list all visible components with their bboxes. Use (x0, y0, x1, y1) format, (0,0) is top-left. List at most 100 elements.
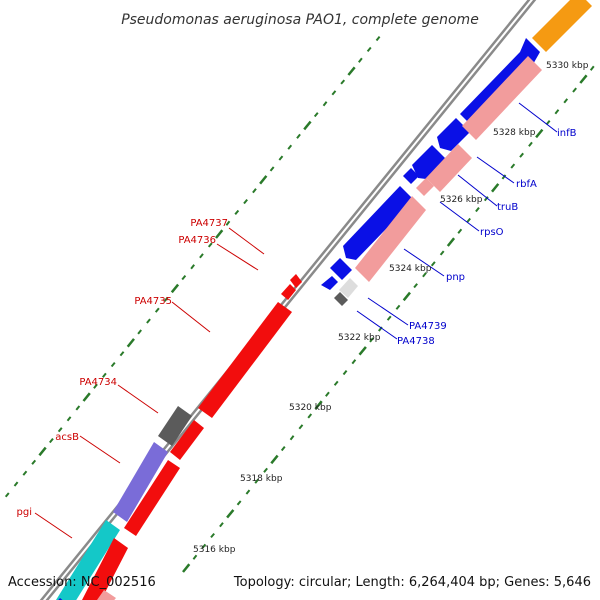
minor-tick-dot (563, 98, 569, 104)
gene-label-PA4736[interactable]: PA4736 (178, 235, 216, 246)
gene-red-bottom[interactable] (82, 538, 128, 600)
gene-red-inner[interactable] (170, 420, 204, 460)
gene-label-PA4739[interactable]: PA4739 (409, 321, 447, 332)
minor-tick-dot (325, 391, 330, 397)
gene-pink-3[interactable] (416, 178, 434, 196)
minor-tick-dot (422, 272, 427, 278)
minor-tick-dot (287, 144, 293, 150)
gene-label-pnp[interactable]: pnp (446, 272, 465, 283)
accession-text: Accession: NC_002516 (8, 575, 156, 590)
gene-label-PA4735[interactable]: PA4735 (134, 296, 172, 307)
gene-pnp[interactable] (343, 186, 414, 260)
minor-tick-dot (234, 209, 240, 215)
major-tick-dash (446, 237, 456, 247)
gene-label-infB[interactable]: infB (557, 128, 577, 139)
gene-label-pgi[interactable]: pgi (17, 507, 32, 518)
gene-PA4737[interactable] (290, 274, 302, 288)
minor-tick-dot (457, 228, 463, 234)
minor-tick-dot (572, 87, 577, 93)
gene-PA4736[interactable] (281, 284, 296, 300)
gene-label-PA4737[interactable]: PA4737 (190, 218, 228, 229)
minor-tick-dot (510, 163, 516, 169)
minor-tick-dot (413, 283, 418, 289)
minor-tick-dot (137, 329, 142, 335)
gene-pink-2[interactable] (426, 144, 472, 192)
gene-acsB[interactable] (113, 442, 168, 522)
minor-tick-dot (207, 242, 213, 248)
minor-tick-dot (57, 427, 63, 433)
tick-label: 5318 kbp (240, 474, 283, 484)
minor-tick-dot (280, 445, 286, 452)
minor-tick-dot (395, 304, 401, 310)
gene-infB[interactable] (460, 38, 540, 128)
gene-label-truB[interactable]: truB (497, 202, 518, 213)
minor-tick-dot (466, 217, 471, 223)
gene-PA4739[interactable] (330, 258, 352, 280)
major-tick-dash (182, 563, 191, 573)
minor-tick-dot (49, 437, 54, 444)
gene-rbfA[interactable] (437, 118, 470, 151)
minor-tick-dot (519, 152, 524, 158)
gene-pgi[interactable] (56, 520, 120, 600)
minor-tick-dot (201, 543, 207, 549)
minor-tick-dot (289, 435, 295, 441)
tick-label: 5316 kbp (193, 545, 236, 555)
gene-rpsO[interactable] (403, 168, 419, 184)
minor-tick-dot (254, 478, 260, 484)
minor-tick-dot (307, 413, 313, 419)
gene-pink-4[interactable] (355, 196, 426, 282)
leader-lines (34, 102, 558, 539)
gene-label-acsB[interactable]: acsB (55, 432, 79, 443)
gene-label-PA4738[interactable]: PA4738 (397, 336, 435, 347)
gene-pink-1[interactable] (462, 56, 542, 140)
tick-label: 5330 kbp (546, 61, 589, 71)
minor-tick-dot (483, 196, 489, 202)
minus-strand-genes (56, 274, 302, 600)
major-tick-dash (126, 338, 135, 348)
major-tick-dash (347, 66, 356, 76)
minor-tick-dot (528, 141, 533, 147)
minor-tick-dot (439, 250, 445, 256)
gene-pink-bottom[interactable] (90, 590, 116, 600)
gene-light-gray[interactable] (339, 278, 358, 298)
minor-tick-dot (236, 500, 242, 506)
minor-tick-dot (386, 315, 392, 321)
minor-tick-dot (110, 361, 116, 368)
gene-orange[interactable] (532, 0, 592, 52)
minor-tick-dot (342, 369, 348, 376)
tick-labels: 5316 kbp 5318 kbp 5320 kbp 5322 kbp 5324… (193, 61, 589, 555)
major-tick-dash (82, 392, 91, 402)
major-tick-dash (215, 229, 224, 239)
major-tick-dash (270, 454, 279, 465)
tick-label: 5320 kbp (289, 403, 332, 413)
minor-tick-dot (278, 155, 284, 161)
minor-tick-dot (66, 416, 72, 422)
minor-tick-dot (192, 554, 198, 560)
gene-small-dark[interactable] (334, 292, 348, 306)
minor-tick-dot (501, 174, 507, 180)
minor-tick-dot (252, 188, 257, 194)
gene-PA4734[interactable] (158, 406, 192, 446)
major-tick-dash (535, 128, 544, 139)
gene-label-PA4734[interactable]: PA4734 (79, 377, 117, 388)
major-tick-dash (170, 283, 180, 294)
minor-tick-dot (146, 318, 151, 324)
minor-tick-dot (430, 261, 436, 267)
minor-tick-dot (475, 206, 480, 213)
tick-label: 5328 kbp (493, 128, 536, 138)
minor-tick-dot (333, 380, 339, 386)
gene-PA4738[interactable] (321, 276, 338, 290)
gene-red-lower[interactable] (124, 460, 180, 536)
gene-PA4735[interactable] (198, 302, 292, 418)
gene-label-rpsO[interactable]: rpsO (480, 227, 504, 238)
minor-tick-dot (75, 405, 81, 411)
gene-truB[interactable] (412, 145, 446, 179)
plus-strand-inner-genes (334, 56, 542, 306)
major-tick-dash (491, 183, 500, 193)
gene-label-rbfA[interactable]: rbfA (516, 179, 537, 190)
minor-tick-dot (102, 372, 107, 378)
minor-tick-dot (22, 470, 28, 476)
minor-tick-dot (13, 481, 19, 487)
major-tick-dash (259, 175, 268, 185)
map-title: Pseudomonas aeruginosa PAO1, complete ge… (121, 12, 479, 28)
